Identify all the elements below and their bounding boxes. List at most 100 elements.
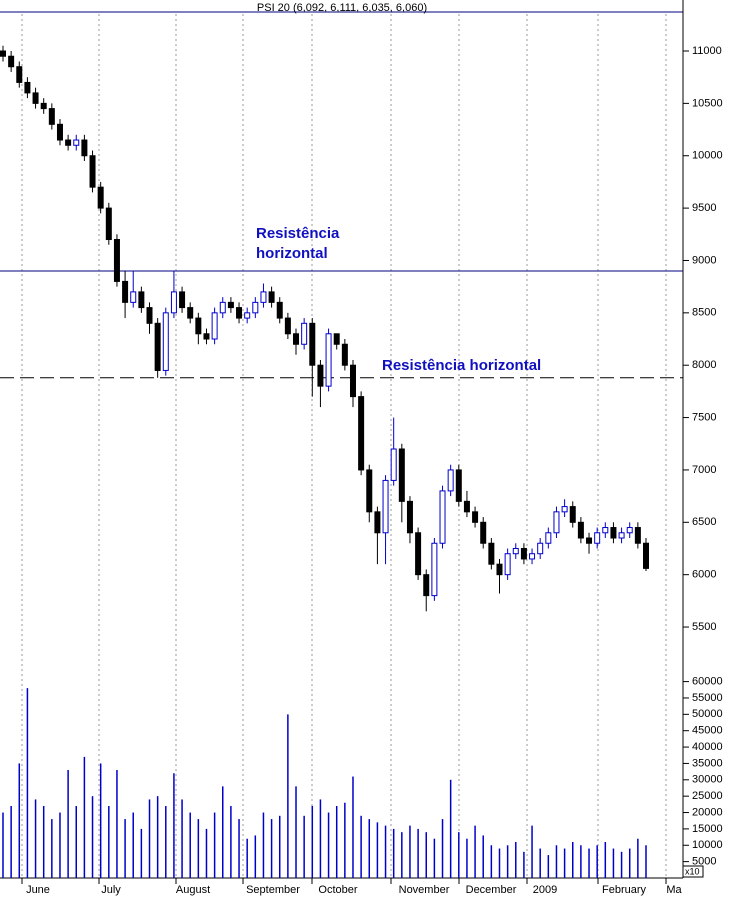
candle-body bbox=[170, 291, 177, 314]
candle-body bbox=[333, 333, 340, 345]
volume-tick-label: 60000 bbox=[692, 676, 723, 688]
candle-body bbox=[390, 448, 397, 481]
candle-body bbox=[227, 301, 234, 309]
candle-body bbox=[195, 317, 202, 335]
candle-body bbox=[602, 527, 609, 534]
candle-body bbox=[0, 50, 6, 57]
candle-body bbox=[16, 66, 23, 83]
y-tick-label: 11000 bbox=[692, 45, 722, 57]
candle-body bbox=[341, 343, 348, 366]
y-tick-label: 8500 bbox=[692, 307, 716, 319]
candle-body bbox=[455, 469, 462, 502]
candle-body bbox=[382, 479, 389, 534]
candle-body bbox=[244, 312, 251, 319]
candle-body bbox=[252, 301, 259, 314]
candle-body bbox=[187, 307, 194, 319]
volume-scale-label: x10 bbox=[685, 866, 700, 876]
y-tick-label: 7500 bbox=[692, 411, 716, 423]
annotation: horizontal bbox=[256, 245, 328, 262]
candle-body bbox=[73, 139, 80, 146]
candle-body bbox=[97, 186, 104, 209]
candle-body bbox=[504, 553, 511, 576]
candle-body bbox=[105, 207, 112, 241]
candle-body bbox=[423, 574, 430, 597]
candle-body bbox=[643, 542, 649, 569]
volume-tick-label: 55000 bbox=[692, 692, 723, 704]
candle-body bbox=[211, 312, 218, 340]
candle-body bbox=[545, 532, 552, 544]
annotation: Resistência bbox=[256, 225, 340, 242]
volume-tick-label: 10000 bbox=[692, 839, 723, 851]
x-tick-label: November bbox=[399, 884, 450, 896]
candle-body bbox=[529, 553, 536, 560]
volume-tick-label: 30000 bbox=[692, 774, 723, 786]
x-tick-label: June bbox=[26, 884, 50, 896]
candle-body bbox=[577, 521, 584, 539]
candle-body bbox=[268, 291, 275, 303]
y-tick-label: 8000 bbox=[692, 359, 716, 371]
volume-tick-label: 20000 bbox=[692, 806, 723, 818]
candle-body bbox=[553, 511, 560, 534]
candle-body bbox=[32, 92, 39, 104]
candle-body bbox=[130, 291, 137, 303]
candle-body bbox=[480, 521, 487, 544]
candle-body bbox=[138, 291, 145, 309]
candle-body bbox=[431, 542, 438, 597]
candle-body bbox=[325, 333, 332, 387]
candle-body bbox=[203, 333, 210, 340]
candle-body bbox=[65, 139, 72, 146]
y-tick-label: 5500 bbox=[692, 621, 716, 633]
candle-body bbox=[219, 301, 226, 314]
candle-body bbox=[89, 155, 96, 188]
candle-body bbox=[40, 102, 47, 110]
y-tick-label: 10000 bbox=[692, 150, 723, 162]
y-tick-label: 6000 bbox=[692, 569, 716, 581]
x-tick-label: September bbox=[246, 884, 300, 896]
x-tick-label: August bbox=[176, 884, 210, 896]
candle-body bbox=[317, 364, 324, 387]
candle-body bbox=[358, 396, 365, 471]
candle-body bbox=[586, 537, 593, 544]
candle-body bbox=[260, 291, 267, 303]
candle-body bbox=[415, 532, 422, 576]
candle-body bbox=[472, 511, 479, 523]
volume-tick-label: 40000 bbox=[692, 741, 723, 753]
volume-tick-label: 5000 bbox=[692, 856, 716, 868]
volume-tick-label: 15000 bbox=[692, 823, 723, 835]
candle-body bbox=[179, 291, 186, 309]
candle-body bbox=[626, 527, 633, 534]
volume-scale-box bbox=[682, 865, 704, 878]
x-tick-label: July bbox=[101, 884, 121, 896]
candle-body bbox=[569, 506, 576, 523]
candle-body bbox=[463, 500, 470, 513]
candle-body bbox=[236, 307, 243, 319]
candle-body bbox=[122, 280, 129, 303]
candle-body bbox=[301, 322, 308, 345]
candle-body bbox=[512, 547, 519, 555]
candle-body bbox=[447, 469, 454, 492]
volume-tick-label: 25000 bbox=[692, 790, 723, 802]
candle-body bbox=[374, 511, 381, 534]
candle-body bbox=[81, 139, 88, 157]
y-tick-label: 9000 bbox=[692, 254, 716, 266]
x-tick-label: 2009 bbox=[533, 884, 557, 896]
candle-body bbox=[496, 563, 503, 576]
candle-body bbox=[24, 81, 31, 94]
candle-body bbox=[439, 490, 446, 544]
x-tick-label: February bbox=[602, 884, 647, 896]
candle-body bbox=[398, 448, 405, 502]
y-tick-label: 6500 bbox=[692, 516, 716, 528]
candle-body bbox=[520, 547, 527, 560]
candle-body bbox=[406, 500, 413, 534]
candle-body bbox=[48, 108, 55, 125]
candle-body bbox=[634, 527, 641, 544]
candle-body bbox=[146, 307, 153, 324]
candle-body bbox=[309, 322, 316, 366]
volume-tick-label: 45000 bbox=[692, 725, 723, 737]
candle-body bbox=[349, 364, 356, 398]
candle-body bbox=[618, 532, 625, 539]
candle-body bbox=[537, 542, 544, 555]
candle-body bbox=[610, 527, 617, 539]
annotation: Resistência horizontal bbox=[382, 357, 541, 374]
